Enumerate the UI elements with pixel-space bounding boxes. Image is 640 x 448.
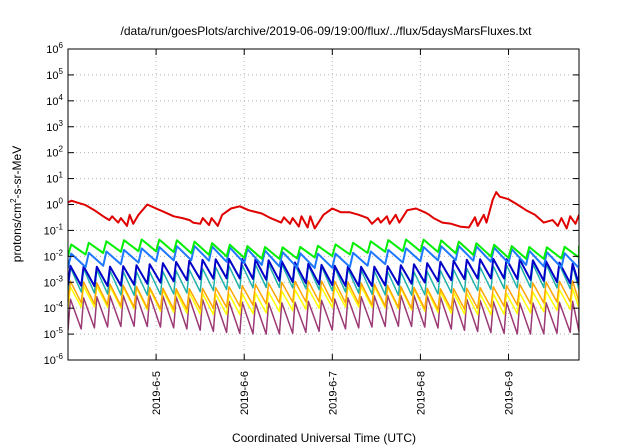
y-axis-ticks: 106 105 104 103 102 101 100 10-1 10-2 10-3 10-4 10-… [44, 41, 579, 367]
x-tick-label: 2019-6-8 [415, 371, 427, 415]
x-axis-ticks: 2019-6-5 2019-6-6 2019-6-7 2019-6-8 2019-6-9 [151, 49, 516, 415]
x-tick-label: 2019-6-6 [239, 371, 251, 415]
y-tick-label: 10-1 [44, 222, 64, 237]
series-line-2 [68, 280, 579, 311]
y-tick-label: 104 [46, 93, 63, 108]
x-axis-label: Coordinated Universal Time (UTC) [232, 431, 416, 445]
y-axis-label: protons/cm2-s-sr-MeV [9, 146, 24, 262]
y-tick-label: 105 [46, 67, 63, 82]
x-tick-label: 2019-6-9 [504, 371, 516, 415]
y-tick-label: 10-4 [44, 300, 64, 315]
series-group [68, 191, 579, 335]
plot-frame [67, 48, 580, 361]
x-tick-label: 2019-6-5 [151, 371, 163, 415]
y-tick-label: 100 [46, 197, 63, 212]
y-tick-label: 10-3 [44, 274, 64, 289]
y-tick-label: 10-5 [44, 326, 64, 341]
y-tick-label: 10-2 [44, 248, 64, 263]
series-line-5 [68, 245, 579, 269]
series-line-3 [68, 263, 579, 296]
y-tick-label: 102 [46, 145, 63, 160]
plot-background [68, 49, 579, 360]
y-tick-label: 106 [46, 41, 63, 56]
series-line-7 [68, 191, 579, 230]
x-tick-label: 2019-6-7 [327, 371, 339, 415]
y-tick-label: 10-6 [44, 352, 64, 367]
y-tick-label: 103 [46, 119, 63, 134]
y-tick-label: 101 [46, 171, 63, 186]
series-line-4 [68, 257, 579, 288]
chart-title: /data/run/goesPlots/archive/2019-06-09/1… [121, 24, 533, 38]
series-line-0 [68, 294, 579, 335]
series-line-6 [68, 238, 579, 260]
